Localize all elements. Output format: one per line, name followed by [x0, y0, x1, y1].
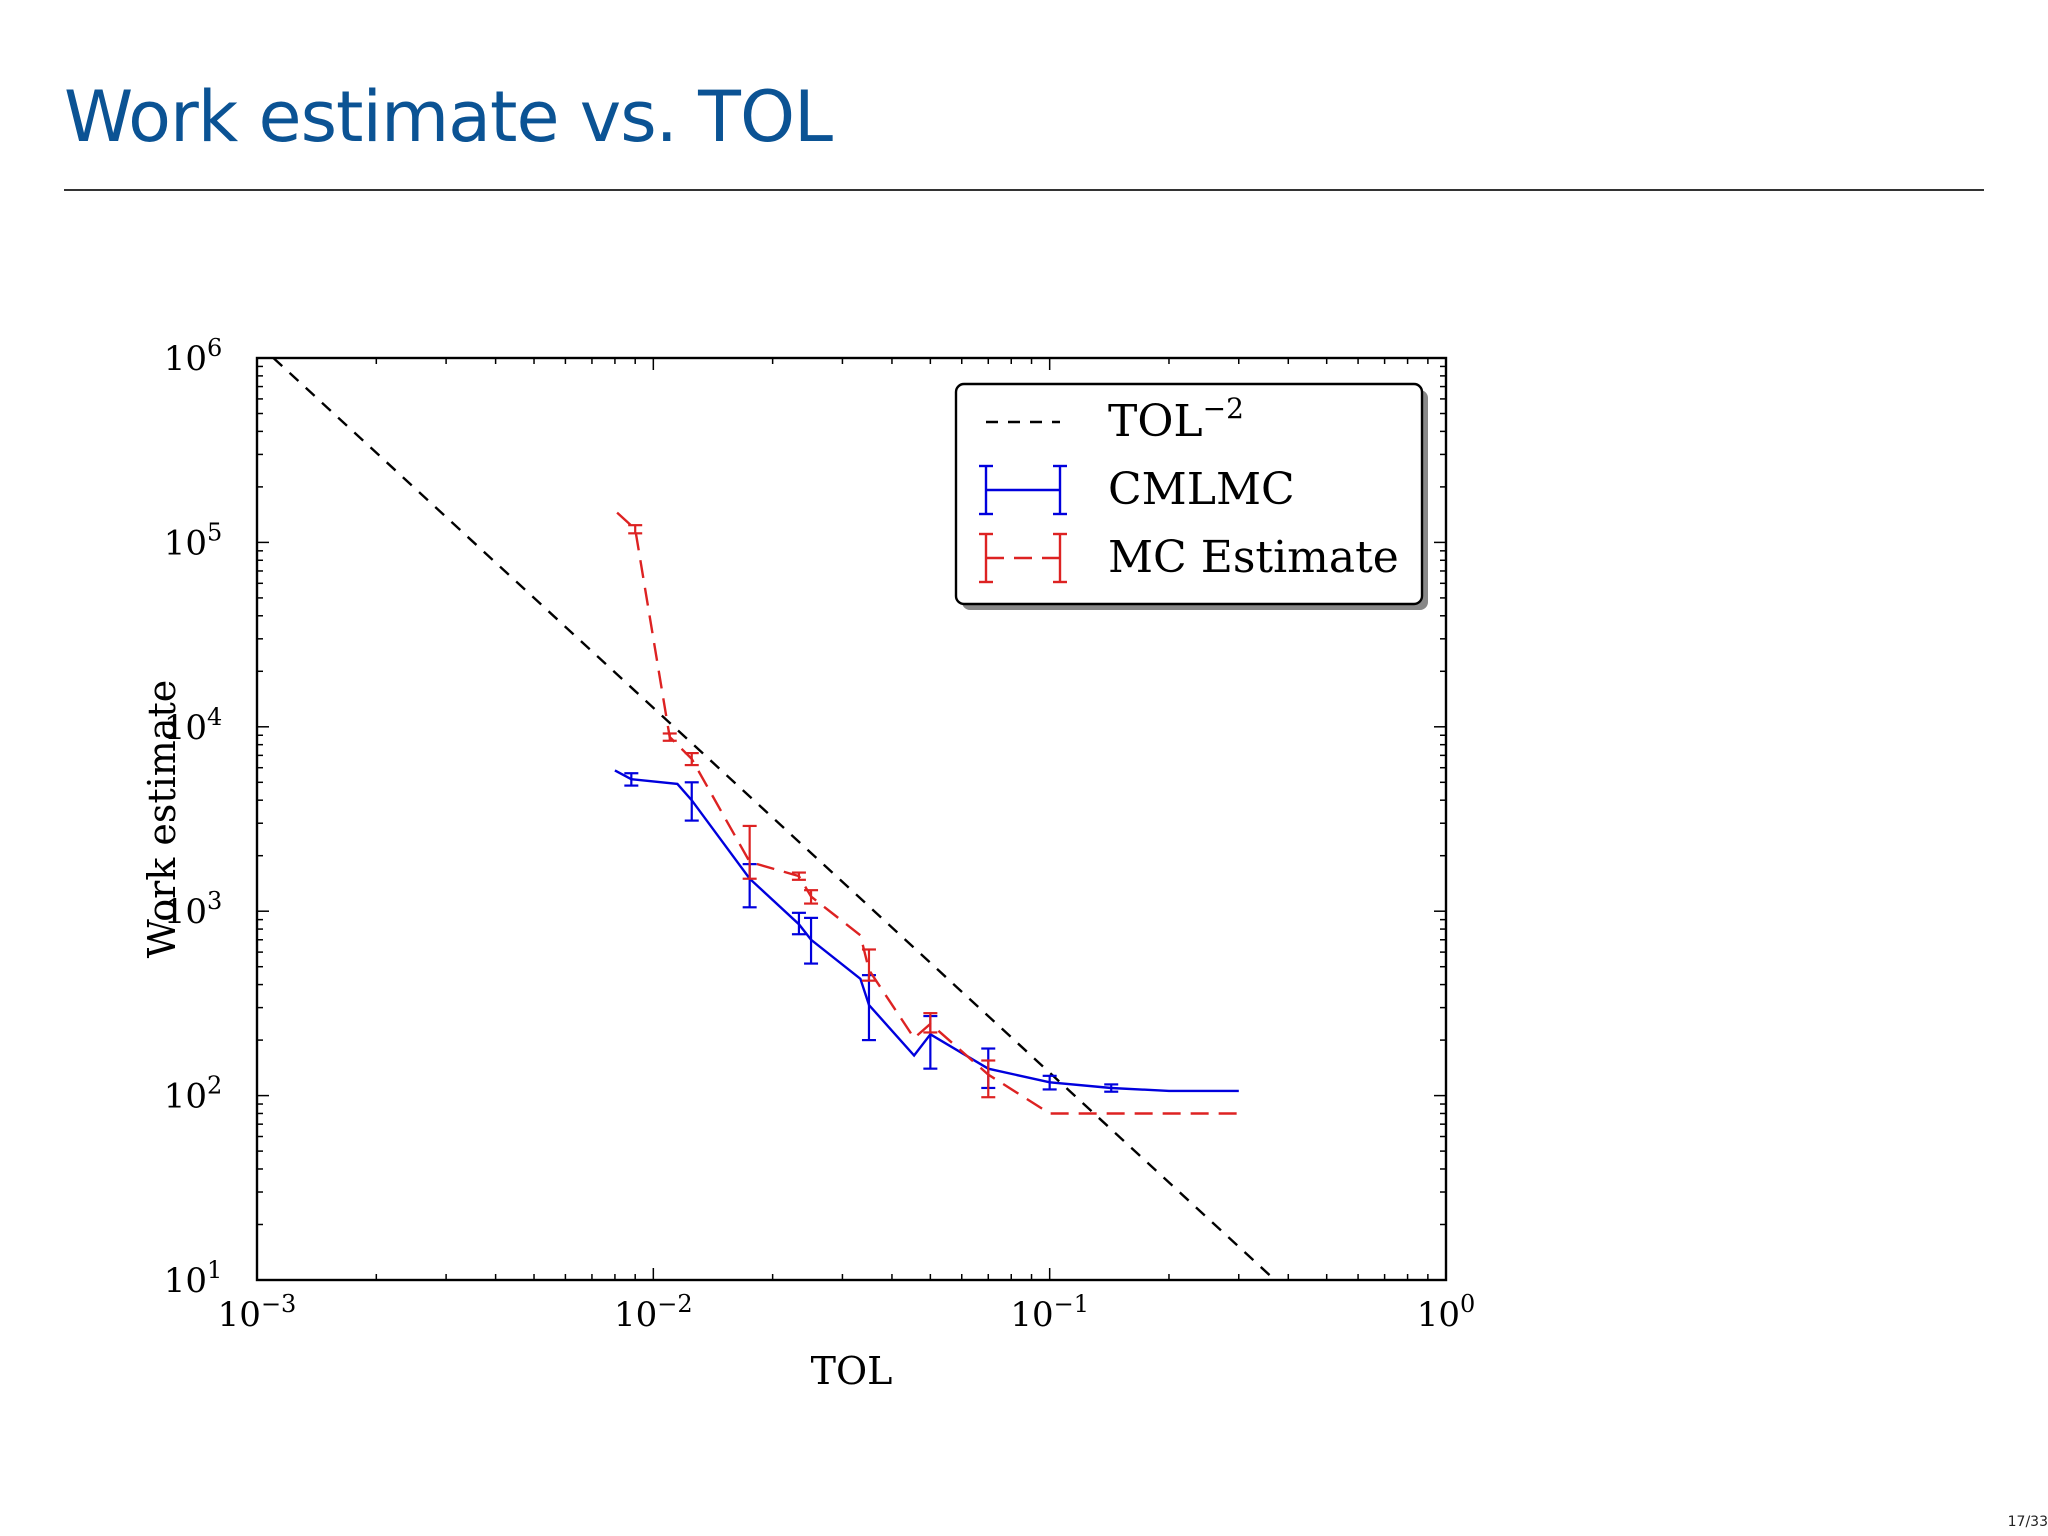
mc-estimate-series-line: [616, 511, 1239, 1115]
title-divider: [64, 189, 1984, 191]
error-bar: [628, 524, 643, 535]
cmlmc-series-line: [614, 769, 1239, 1093]
error-bar: [684, 781, 699, 822]
slide-title: Work estimate vs. TOL: [64, 76, 833, 158]
error-bar: [1104, 1083, 1119, 1093]
legend-label: MC Estimate: [1108, 532, 1399, 583]
y-tick-label: 101: [164, 1256, 223, 1301]
legend-entry: MC Estimate: [979, 532, 1399, 584]
x-tick-label: 10−1: [1010, 1290, 1089, 1335]
x-axis-label: TOL: [811, 1349, 893, 1393]
error-bar: [684, 752, 699, 767]
x-tick-label: 10−2: [614, 1290, 693, 1335]
legend-label: TOL−2: [1108, 392, 1244, 447]
error-bar: [981, 1059, 996, 1099]
error-bar: [804, 889, 819, 905]
mc-estimate-series: [616, 511, 1239, 1115]
x-tick-label: 100: [1417, 1290, 1476, 1335]
error-bar: [624, 772, 639, 787]
plot-data: [272, 358, 1276, 1280]
legend-entry: TOL−2: [986, 392, 1244, 447]
plot-frame: [255, 356, 1448, 1282]
y-axis-label: Work estimate: [140, 680, 184, 959]
error-bar: [923, 1012, 938, 1034]
y-tick-label: 103: [164, 887, 223, 932]
error-bar: [791, 911, 806, 936]
error-bar: [1042, 1074, 1057, 1091]
error-bar: [791, 871, 806, 881]
page-number: 17/33: [2007, 1514, 2048, 1530]
y-tick-label: 104: [164, 703, 223, 748]
reference-line-line: [272, 358, 1276, 1280]
x-tick-label: 10−3: [218, 1290, 297, 1335]
error-bar: [662, 732, 677, 742]
y-tick-label: 105: [164, 518, 223, 563]
error-bar: [861, 974, 876, 1042]
reference-line: [272, 358, 1276, 1280]
y-tick-label: 106: [164, 334, 223, 379]
error-bar: [742, 824, 757, 880]
legend-entry: CMLMC: [979, 464, 1295, 516]
y-tick-label: 102: [164, 1072, 223, 1117]
error-bar: [861, 948, 876, 982]
legend-box: [954, 382, 1424, 606]
legend-label: CMLMC: [1108, 464, 1295, 515]
cmlmc-series: [614, 769, 1239, 1093]
error-bar: [804, 916, 819, 965]
